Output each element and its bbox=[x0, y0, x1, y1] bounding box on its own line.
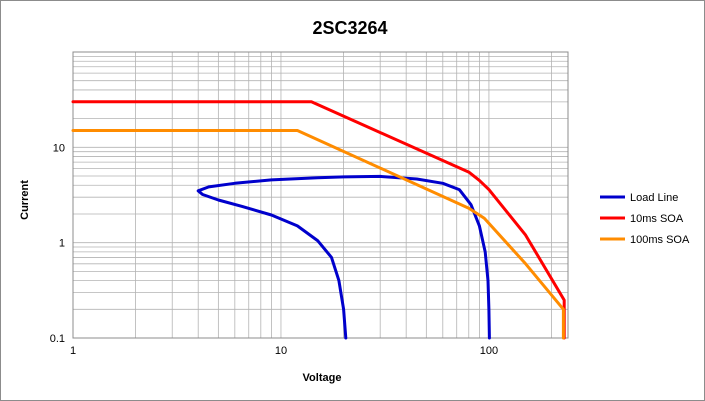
x-tick-label: 1 bbox=[70, 345, 76, 357]
series-lines bbox=[71, 100, 566, 340]
plot-area bbox=[72, 51, 569, 339]
y-tick-label: 10 bbox=[53, 142, 65, 154]
y-axis-label: Current bbox=[19, 180, 31, 220]
y-tick-label: 0.1 bbox=[50, 333, 65, 345]
legend-label-load-line: Load Line bbox=[630, 192, 678, 204]
x-tick-label: 10 bbox=[275, 345, 287, 357]
legend-label-10ms-soa: 10ms SOA bbox=[630, 213, 684, 225]
x-tick-label: 100 bbox=[480, 345, 498, 357]
legend-label-100ms-soa: 100ms SOA bbox=[630, 234, 690, 246]
chart-title: 2SC3264 bbox=[312, 18, 387, 38]
y-tick-label: 1 bbox=[59, 238, 65, 250]
series-line-100ms-soa bbox=[71, 129, 565, 340]
tick-labels: 1 10 100 0.1 1 10 bbox=[50, 142, 498, 357]
legend: Load Line 10ms SOA 100ms SOA bbox=[600, 192, 690, 246]
series-line-load-line bbox=[196, 174, 491, 340]
x-axis-label: Voltage bbox=[303, 372, 342, 384]
series-line-10ms-soa bbox=[71, 100, 566, 340]
